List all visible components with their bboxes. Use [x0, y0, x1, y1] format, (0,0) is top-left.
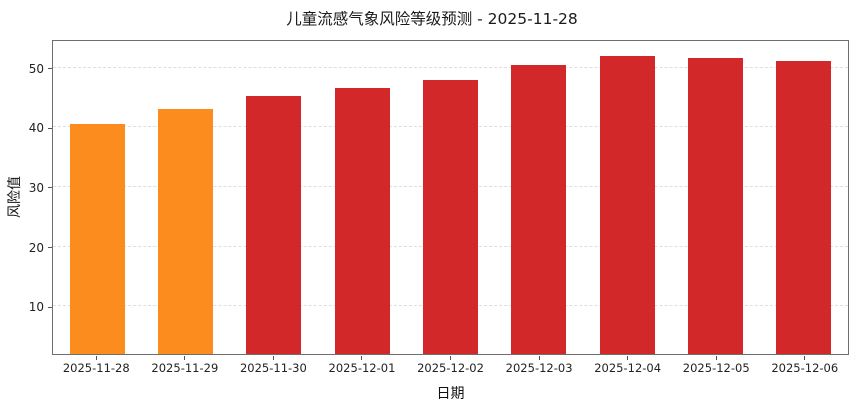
- x-tick-mark: [450, 356, 452, 360]
- bar-slot: [53, 41, 141, 354]
- y-tick-label: 30: [28, 180, 44, 195]
- bar-slot: [671, 41, 759, 354]
- bar: [334, 87, 390, 354]
- y-tick-mark: [48, 68, 52, 70]
- bar-slot: [406, 41, 494, 354]
- x-tick-label: 2025-11-28: [62, 361, 130, 375]
- x-tick-mark: [627, 356, 629, 360]
- x-tick-slot: [52, 356, 141, 360]
- bar: [599, 55, 655, 354]
- bar: [687, 58, 743, 354]
- bar-slot: [318, 41, 406, 354]
- x-tick-slot: [141, 356, 230, 360]
- bar: [511, 65, 567, 354]
- chart-title: 儿童流感气象风险等级预测 - 2025-11-28: [286, 10, 578, 28]
- x-tick-slot: [495, 356, 584, 360]
- x-tick-label: 2025-12-01: [328, 361, 396, 375]
- bar: [422, 79, 478, 354]
- x-tick-mark: [95, 356, 97, 360]
- x-tick-mark: [538, 356, 540, 360]
- y-tick-label: 50: [28, 61, 44, 76]
- bar: [157, 109, 213, 354]
- x-tick-slot: [318, 356, 407, 360]
- y-tick-mark: [48, 306, 52, 308]
- x-axis-label: 日期: [436, 386, 465, 402]
- x-tick-label: 2025-12-06: [771, 361, 839, 375]
- y-tick-mark: [48, 187, 52, 189]
- bar: [69, 124, 125, 354]
- bar-slot: [760, 41, 848, 354]
- x-tick-mark: [361, 356, 363, 360]
- x-tick-label: 2025-12-03: [505, 361, 573, 375]
- x-tick-labels: 2025-11-28 2025-11-29 2025-11-30 2025-12-01…: [52, 361, 849, 375]
- y-tick-mark: [48, 247, 52, 249]
- x-tick-mark: [804, 356, 806, 360]
- x-tick-slot: [406, 356, 495, 360]
- plot-area: [52, 40, 849, 355]
- x-tick-label: 2025-11-30: [239, 361, 307, 375]
- y-tick-mark: [48, 127, 52, 129]
- bars-row: [53, 41, 848, 354]
- x-tick-slot: [229, 356, 318, 360]
- y-tick-label: 20: [28, 240, 44, 255]
- bar-slot: [495, 41, 583, 354]
- x-tick-label: 2025-12-05: [682, 361, 750, 375]
- x-tick-label: 2025-12-04: [594, 361, 662, 375]
- bar-slot: [141, 41, 229, 354]
- x-tick-slot: [672, 356, 761, 360]
- x-tick-label: 2025-11-29: [151, 361, 219, 375]
- x-tick-label: 2025-12-02: [417, 361, 484, 375]
- bar: [246, 96, 302, 354]
- x-tick-mark: [184, 356, 186, 360]
- bar-slot: [230, 41, 318, 354]
- y-tick-label: 40: [28, 121, 44, 136]
- bar: [776, 61, 832, 354]
- x-tick-mark: [272, 356, 274, 360]
- y-tick-label: 10: [28, 300, 44, 315]
- bar-slot: [583, 41, 671, 354]
- x-tick-slot: [761, 356, 850, 360]
- x-tick-slot: [583, 356, 672, 360]
- gridline: [53, 66, 848, 68]
- x-tick-mark: [715, 356, 717, 360]
- x-tick-marks: [52, 356, 849, 360]
